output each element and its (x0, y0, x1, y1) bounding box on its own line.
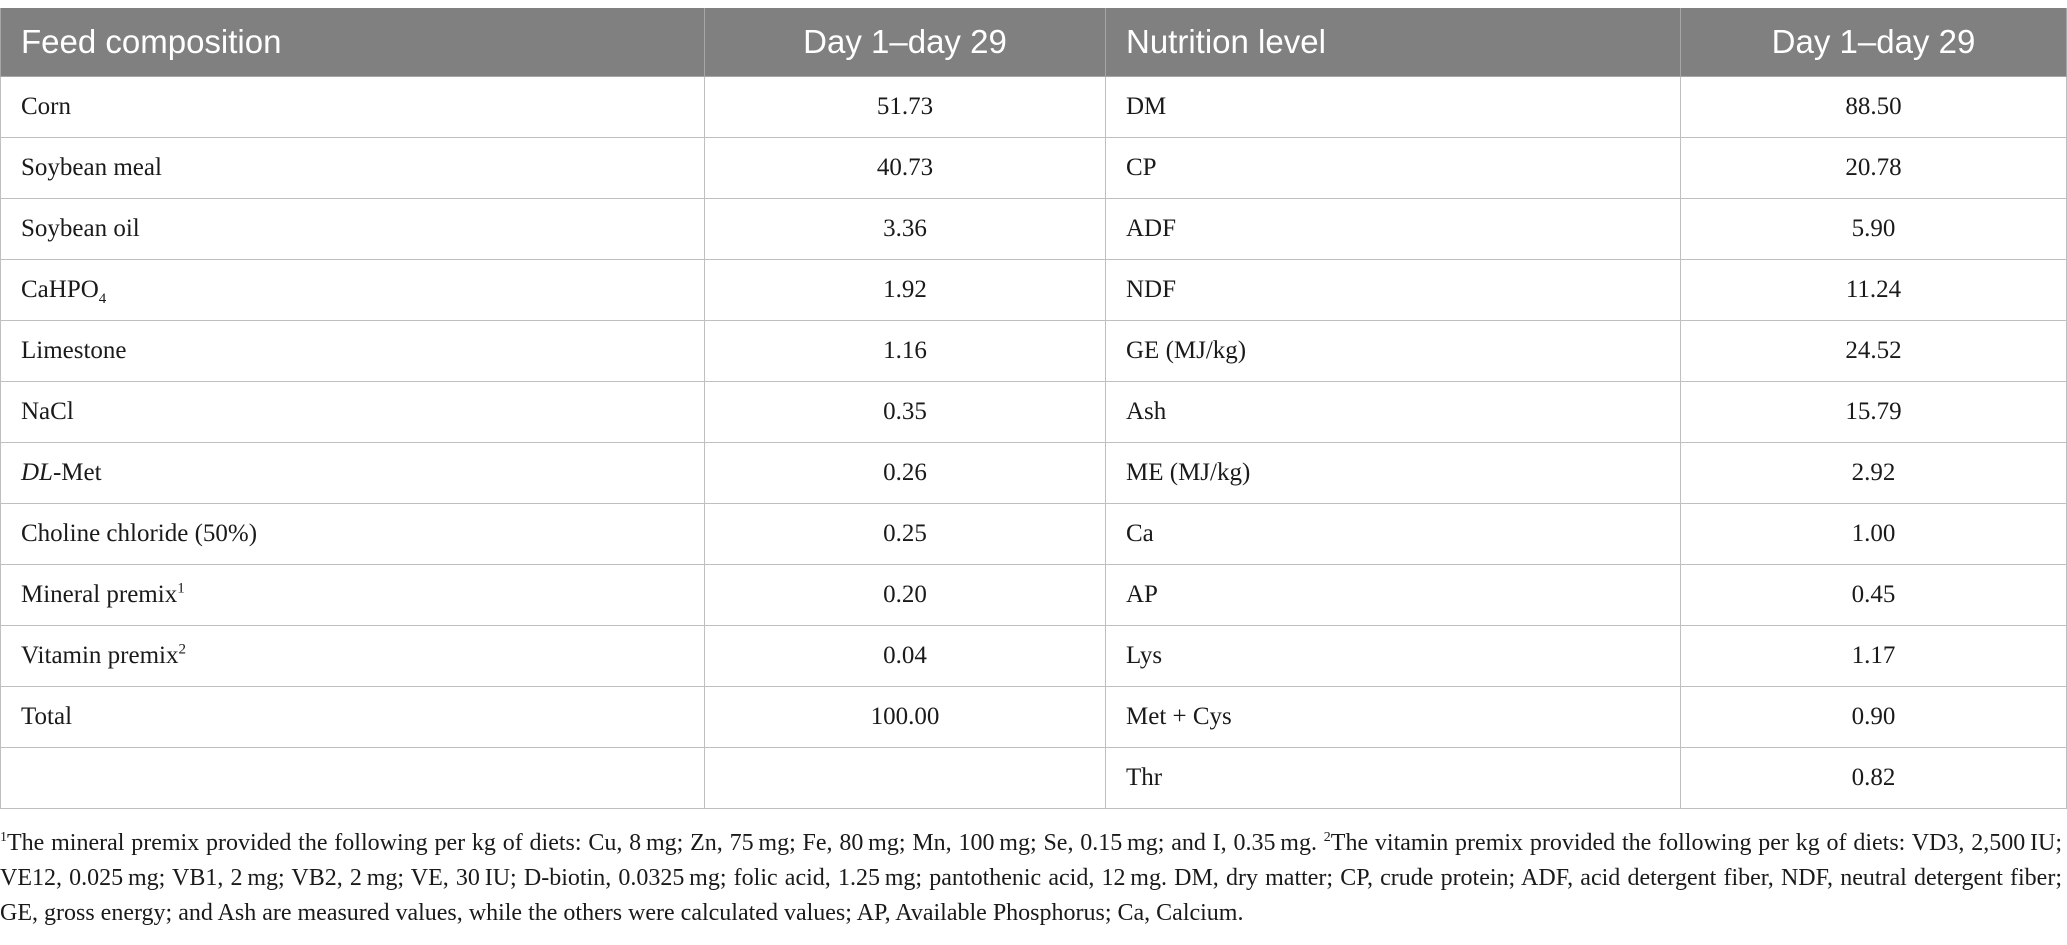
cell-ingredient: Mineral premix1 (0, 564, 705, 626)
table-row: Limestone 1.16 GE (MJ/kg) 24.52 (0, 320, 2067, 382)
table-row: Vitamin premix2 0.04 Lys 1.17 (0, 625, 2067, 687)
cell-nutrient: ADF (1105, 198, 1681, 260)
cell-nutrient: ME (MJ/kg) (1105, 442, 1681, 504)
table-row: Soybean meal 40.73 CP 20.78 (0, 137, 2067, 199)
table-row: Corn 51.73 DM 88.50 (0, 76, 2067, 138)
cell-nutrient-value: 5.90 (1680, 198, 2067, 260)
cell-ingredient: Vitamin premix2 (0, 625, 705, 687)
cell-ingredient-value: 0.20 (704, 564, 1106, 626)
cell-nutrient: NDF (1105, 259, 1681, 321)
cell-nutrient-value: 0.82 (1680, 747, 2067, 809)
header-day-range-nutrition: Day 1–day 29 (1680, 8, 2067, 77)
cell-nutrient-value: 11.24 (1680, 259, 2067, 321)
table-row: Soybean oil 3.36 ADF 5.90 (0, 198, 2067, 260)
footnote-text-vitamin: The vitamin premix provided the followin… (0, 830, 2062, 926)
ingredient-name: NaCl (21, 398, 74, 425)
cell-ingredient-value: 3.36 (704, 198, 1106, 260)
cell-ingredient-value: 1.16 (704, 320, 1106, 382)
cell-nutrient-value: 1.00 (1680, 503, 2067, 565)
ingredient-name: Soybean oil (21, 215, 140, 242)
footnote-mark-1: 1 (0, 830, 7, 845)
table-row: CaHPO4 1.92 NDF 11.24 (0, 259, 2067, 321)
ingredient-name: Vitamin premix (21, 642, 179, 669)
table-row: Thr 0.82 (0, 747, 2067, 809)
cell-nutrient-value: 2.92 (1680, 442, 2067, 504)
table-body: Corn 51.73 DM 88.50 Soybean meal 40.73 CP 20.78… (0, 76, 2067, 809)
cell-nutrient: Thr (1105, 747, 1681, 809)
cell-nutrient-value: 0.90 (1680, 686, 2067, 748)
cell-nutrient: CP (1105, 137, 1681, 199)
cell-ingredient-value: 1.92 (704, 259, 1106, 321)
header-nutrition-level: Nutrition level (1105, 8, 1681, 77)
cell-ingredient: Total (0, 686, 705, 748)
cell-nutrient-value: 1.17 (1680, 625, 2067, 687)
table-row: Mineral premix1 0.20 AP 0.45 (0, 564, 2067, 626)
cell-ingredient-value: 0.04 (704, 625, 1106, 687)
footnote-text-mineral: The mineral premix provided the followin… (7, 830, 1324, 856)
footnote-mark-2: 2 (1323, 830, 1331, 845)
ingredient-footnote-mark: 1 (177, 580, 185, 597)
ingredient-name: Mineral premix (21, 581, 178, 608)
cell-nutrient: Lys (1105, 625, 1681, 687)
cell-ingredient-value (704, 747, 1106, 809)
cell-nutrient-value: 15.79 (1680, 381, 2067, 443)
cell-nutrient-value: 24.52 (1680, 320, 2067, 382)
header-feed-composition: Feed composition (0, 8, 705, 77)
cell-ingredient-value: 100.00 (704, 686, 1106, 748)
ingredient-footnote-mark: 2 (178, 641, 187, 658)
cell-nutrient: Met + Cys (1105, 686, 1681, 748)
cell-ingredient-value: 40.73 (704, 137, 1106, 199)
cell-ingredient: Soybean oil (0, 198, 705, 260)
header-day-range-feed: Day 1–day 29 (704, 8, 1106, 77)
cell-ingredient: Choline chloride (50%) (0, 503, 705, 565)
cell-nutrient: AP (1105, 564, 1681, 626)
feed-composition-table: Feed composition Day 1–day 29 Nutrition … (0, 8, 2067, 809)
cell-nutrient: Ash (1105, 381, 1681, 443)
cell-nutrient: GE (MJ/kg) (1105, 320, 1681, 382)
ingredient-name: Soybean meal (21, 154, 162, 181)
cell-ingredient: CaHPO4 (0, 259, 705, 321)
table-row: Choline chloride (50%) 0.25 Ca 1.00 (0, 503, 2067, 565)
table-footnote: 1The mineral premix provided the followi… (0, 826, 2062, 931)
cell-ingredient: DL-Met (0, 442, 705, 504)
table-row: Total 100.00 Met + Cys 0.90 (0, 686, 2067, 748)
cell-ingredient-value: 0.35 (704, 381, 1106, 443)
cell-ingredient-value: 51.73 (704, 76, 1106, 138)
cell-ingredient: Limestone (0, 320, 705, 382)
ingredient-prefix-italic: DL (21, 459, 53, 486)
cell-nutrient-value: 0.45 (1680, 564, 2067, 626)
cell-ingredient (0, 747, 705, 809)
ingredient-name: Corn (21, 93, 71, 120)
feed-table-container: Feed composition Day 1–day 29 Nutrition … (0, 8, 2067, 809)
cell-ingredient: Soybean meal (0, 137, 705, 199)
table-row: NaCl 0.35 Ash 15.79 (0, 381, 2067, 443)
ingredient-name: Total (21, 703, 73, 730)
ingredient-name: Limestone (21, 337, 127, 364)
cell-ingredient: NaCl (0, 381, 705, 443)
cell-ingredient-value: 0.26 (704, 442, 1106, 504)
cell-nutrient-value: 88.50 (1680, 76, 2067, 138)
table-row: DL-Met 0.26 ME (MJ/kg) 2.92 (0, 442, 2067, 504)
cell-ingredient-value: 0.25 (704, 503, 1106, 565)
cell-nutrient: DM (1105, 76, 1681, 138)
ingredient-subscript: 4 (98, 291, 107, 307)
ingredient-name: CaHPO (21, 276, 99, 303)
ingredient-name: -Met (52, 459, 102, 486)
cell-nutrient-value: 20.78 (1680, 137, 2067, 199)
cell-nutrient: Ca (1105, 503, 1681, 565)
ingredient-name: Choline chloride (50%) (21, 520, 258, 547)
cell-ingredient: Corn (0, 76, 705, 138)
table-header-row: Feed composition Day 1–day 29 Nutrition … (0, 8, 2067, 77)
